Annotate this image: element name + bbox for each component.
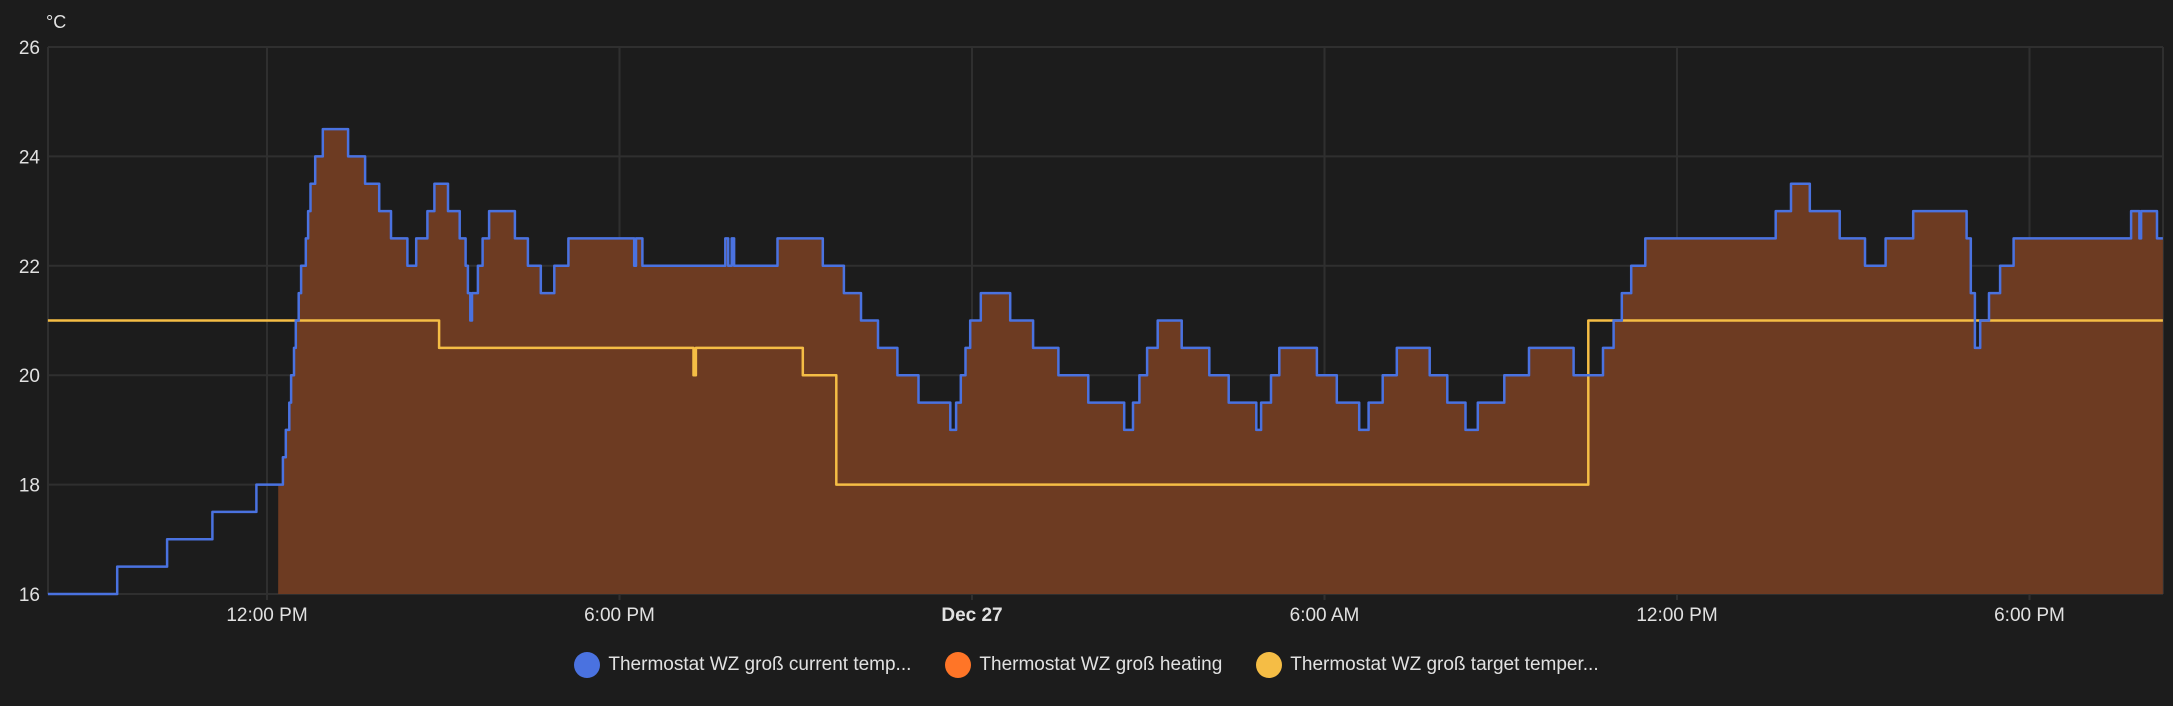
legend-item-heating[interactable]: Thermostat WZ groß heating	[945, 652, 1222, 678]
legend: Thermostat WZ groß current temp... Therm…	[0, 652, 2173, 678]
heating-color-dot	[945, 652, 972, 678]
y-tick-label: 24	[19, 147, 41, 168]
x-tick-label: 6:00 PM	[1994, 605, 2065, 626]
x-tick-label: 12:00 PM	[1636, 605, 1717, 626]
y-axis-unit: °C	[46, 12, 66, 32]
target-temperature-line	[47, 319, 2163, 486]
x-tick-label: Dec 27	[941, 605, 1002, 626]
legend-item-current-temperature[interactable]: Thermostat WZ groß current temp...	[574, 652, 911, 678]
y-tick-label: 16	[19, 585, 40, 606]
target-temperature-color-dot	[1256, 652, 1283, 678]
y-tick-label: 22	[19, 257, 40, 278]
y-axis: 16 18 20 22 24 26	[19, 38, 41, 606]
y-tick-label: 18	[19, 476, 40, 497]
legend-label: Thermostat WZ groß target temper...	[1290, 654, 1599, 675]
heating-area	[278, 129, 2163, 594]
series-lines	[47, 127, 2163, 596]
x-tick-label: 12:00 PM	[226, 605, 307, 626]
legend-label: Thermostat WZ groß current temp...	[608, 654, 912, 675]
x-tick-label: 6:00 PM	[584, 605, 655, 626]
current-temperature-color-dot	[574, 652, 601, 678]
legend-label: Thermostat WZ groß heating	[979, 654, 1223, 675]
legend-item-target-temperature[interactable]: Thermostat WZ groß target temper...	[1256, 652, 1599, 678]
current-temperature-line	[47, 127, 2163, 596]
y-tick-label: 20	[19, 366, 40, 387]
x-tick-label: 6:00 AM	[1290, 605, 1360, 626]
y-tick-label: 26	[19, 38, 40, 59]
x-axis: 12:00 PM 6:00 PM Dec 27 6:00 AM 12:00 PM 6:00…	[226, 605, 2065, 626]
heating-area-fill	[278, 129, 2163, 594]
